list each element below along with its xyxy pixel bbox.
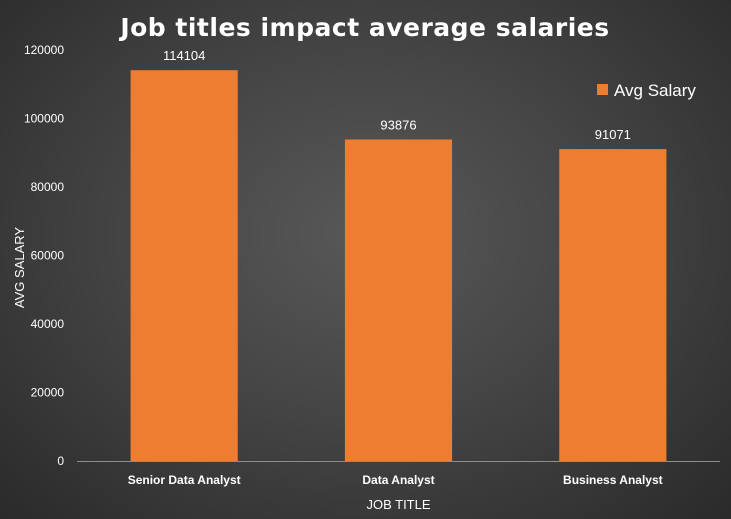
bar <box>344 139 453 461</box>
bar-data-label: 91071 <box>595 127 631 142</box>
bar <box>559 149 667 461</box>
y-tick-label: 100000 <box>24 112 64 126</box>
x-category-label: Senior Data Analyst <box>128 473 241 487</box>
bar-data-label: 93876 <box>380 117 416 132</box>
bars <box>130 70 667 462</box>
x-category-label: Data Analyst <box>362 473 434 487</box>
legend-swatch <box>597 84 608 95</box>
legend-label: Avg Salary <box>614 81 696 100</box>
x-axis-category-labels: Senior Data Analyst Data Analyst Business … <box>128 473 663 487</box>
legend: Avg Salary <box>597 81 696 100</box>
y-axis-ticks: 0 20000 40000 60000 80000 100000 120000 <box>24 43 64 468</box>
bar-data-label: 114104 <box>163 48 205 63</box>
y-tick-label: 60000 <box>31 249 65 263</box>
x-axis-title: JOB TITLE <box>366 497 430 512</box>
bar <box>130 70 238 462</box>
y-tick-label: 20000 <box>31 386 65 400</box>
y-tick-label: 80000 <box>31 180 65 194</box>
y-tick-label: 120000 <box>24 43 64 57</box>
chart-title: Job titles impact average salaries <box>118 13 609 42</box>
y-tick-label: 0 <box>57 454 64 468</box>
y-axis-title: AVG SALARY <box>12 227 27 308</box>
y-tick-label: 40000 <box>31 317 65 331</box>
data-labels: 114104 93876 91071 <box>163 48 631 142</box>
x-category-label: Business Analyst <box>563 473 663 487</box>
